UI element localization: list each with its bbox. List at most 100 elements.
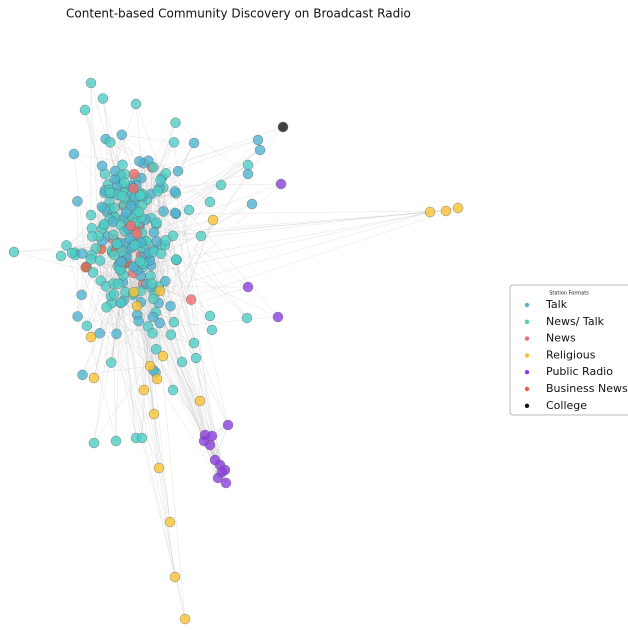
station-node bbox=[113, 279, 123, 289]
legend-marker bbox=[525, 387, 529, 391]
station-node bbox=[207, 325, 217, 335]
station-node bbox=[110, 250, 120, 260]
station-node bbox=[148, 294, 158, 304]
legend-label: Talk bbox=[545, 298, 568, 311]
legend-marker bbox=[525, 336, 529, 340]
station-node bbox=[278, 122, 288, 132]
edge bbox=[122, 135, 174, 143]
station-node bbox=[243, 282, 253, 292]
station-node bbox=[67, 248, 77, 258]
station-node bbox=[242, 313, 252, 323]
station-node bbox=[129, 287, 139, 297]
legend-marker bbox=[525, 404, 529, 408]
station-node bbox=[425, 207, 435, 217]
station-node bbox=[173, 166, 183, 176]
edge bbox=[124, 212, 430, 300]
station-node bbox=[86, 210, 96, 220]
station-node bbox=[169, 317, 179, 327]
station-node bbox=[148, 162, 158, 172]
station-node bbox=[98, 94, 108, 104]
station-node bbox=[170, 208, 180, 218]
station-node bbox=[165, 517, 175, 527]
station-node bbox=[109, 203, 119, 213]
legend-label: News bbox=[546, 332, 576, 345]
station-node bbox=[247, 199, 257, 209]
legend-marker bbox=[525, 320, 529, 324]
edge bbox=[176, 211, 446, 214]
station-node bbox=[148, 312, 158, 322]
station-node bbox=[253, 135, 263, 145]
station-node bbox=[169, 137, 179, 147]
station-node bbox=[97, 161, 107, 171]
station-node bbox=[243, 169, 253, 179]
station-node bbox=[189, 338, 199, 348]
station-node bbox=[158, 351, 168, 361]
legend-label: College bbox=[546, 399, 587, 412]
station-node bbox=[135, 256, 145, 266]
station-node bbox=[106, 358, 116, 368]
legend-title: Station Formats bbox=[549, 291, 589, 297]
station-node bbox=[105, 137, 115, 147]
station-node bbox=[69, 149, 79, 159]
station-node bbox=[112, 329, 122, 339]
station-node bbox=[132, 301, 142, 311]
station-node bbox=[217, 467, 227, 477]
station-node bbox=[108, 217, 118, 227]
station-node bbox=[196, 231, 206, 241]
station-node bbox=[126, 221, 136, 231]
station-node bbox=[112, 239, 122, 249]
nodes bbox=[9, 78, 463, 624]
station-node bbox=[130, 240, 140, 250]
station-node bbox=[139, 385, 149, 395]
station-node bbox=[87, 231, 97, 241]
station-node bbox=[195, 396, 205, 406]
station-node bbox=[151, 218, 161, 228]
station-node bbox=[119, 178, 129, 188]
station-node bbox=[110, 166, 120, 176]
station-node bbox=[111, 436, 121, 446]
station-node bbox=[89, 438, 99, 448]
station-node bbox=[109, 289, 119, 299]
station-node bbox=[155, 175, 165, 185]
station-node bbox=[117, 191, 127, 201]
station-node bbox=[168, 385, 178, 395]
station-node bbox=[152, 236, 162, 246]
legend-label: Religious bbox=[546, 348, 596, 361]
station-node bbox=[117, 130, 127, 140]
station-node bbox=[155, 286, 165, 296]
station-node bbox=[453, 203, 463, 213]
station-node bbox=[95, 256, 105, 266]
station-node bbox=[129, 169, 139, 179]
legend-marker bbox=[525, 370, 529, 374]
station-node bbox=[149, 227, 159, 237]
legend-marker bbox=[525, 353, 529, 357]
station-node bbox=[153, 186, 163, 196]
station-node bbox=[86, 332, 96, 342]
station-node bbox=[95, 328, 105, 338]
station-node bbox=[108, 230, 118, 240]
station-node bbox=[216, 180, 226, 190]
station-node bbox=[148, 328, 158, 338]
station-node bbox=[255, 145, 265, 155]
station-node bbox=[191, 353, 201, 363]
station-node bbox=[273, 312, 283, 322]
station-node bbox=[105, 188, 115, 198]
station-node bbox=[170, 118, 180, 128]
station-node bbox=[86, 78, 96, 88]
station-node bbox=[77, 249, 87, 259]
station-node bbox=[189, 138, 199, 148]
station-node bbox=[161, 235, 171, 245]
station-node bbox=[165, 301, 175, 311]
station-node bbox=[99, 219, 109, 229]
station-node bbox=[134, 156, 144, 166]
station-node bbox=[166, 330, 176, 340]
edge bbox=[175, 123, 248, 174]
edge bbox=[141, 212, 430, 276]
station-node bbox=[170, 572, 180, 582]
station-node bbox=[184, 205, 194, 215]
station-node bbox=[73, 311, 83, 321]
station-node bbox=[147, 278, 157, 288]
edge bbox=[160, 180, 278, 317]
